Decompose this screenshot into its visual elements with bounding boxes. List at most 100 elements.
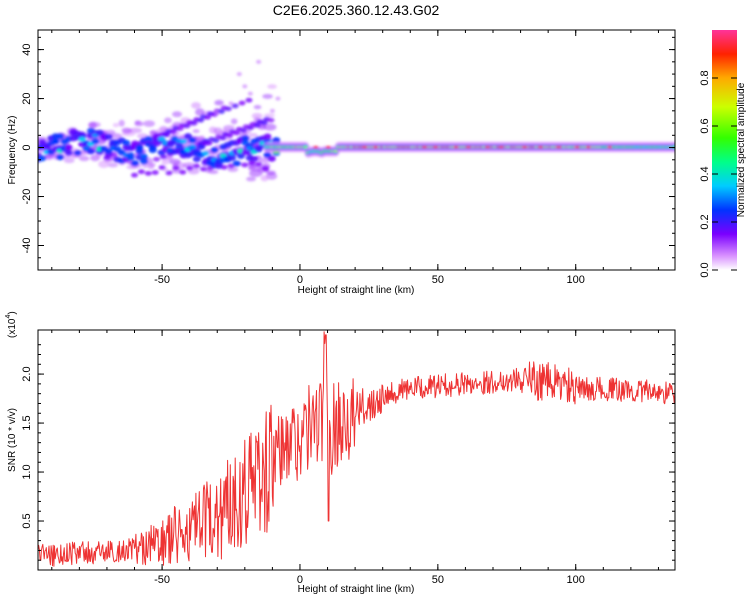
heatmap-cell xyxy=(226,133,234,138)
colorbar-tick-label: 0.6 xyxy=(699,118,711,133)
heatmap-cell xyxy=(212,138,220,143)
heatmap-cell xyxy=(251,112,263,120)
heatmap-cell xyxy=(131,160,140,167)
ytick-label: -20 xyxy=(21,189,33,205)
heatmap-cell xyxy=(179,169,187,175)
snr-axes-frame xyxy=(37,329,676,571)
heatmap-cell xyxy=(422,145,428,149)
heatmap-cell xyxy=(186,165,194,171)
heatmap-cell xyxy=(228,155,237,162)
heatmap-cell xyxy=(126,152,135,159)
heatmap-cell xyxy=(169,129,177,134)
heatmap-cell xyxy=(184,133,193,140)
snr-ytick-label: 0.5 xyxy=(21,513,33,528)
heatmap-cell xyxy=(522,145,528,149)
heatmap-cell xyxy=(38,136,47,141)
snr-scale-text: (x10 xyxy=(7,318,18,338)
heatmap-cell xyxy=(574,145,580,149)
heatmap-cell xyxy=(204,114,212,120)
colorbar-tick-label: 0.0 xyxy=(699,262,711,277)
heatmap-cell xyxy=(253,122,261,128)
heatmap-cell xyxy=(165,170,173,176)
heatmap-cell xyxy=(255,161,263,167)
colorbar: 0.0 0.2 0.4 0.6 0.8 Normalized spectral ampl… xyxy=(699,30,747,278)
heatmap-cell xyxy=(112,123,120,128)
spectrogram-panel: -50 0 50 100 -40 -20 0 20 40 Height of straight … xyxy=(7,29,676,296)
heatmap-cell xyxy=(246,125,254,131)
heatmap-cell xyxy=(267,84,277,89)
heatmap-cell xyxy=(158,165,166,170)
heatmap-cell xyxy=(246,176,257,182)
heatmap-cell xyxy=(191,102,201,109)
heatmap-cell xyxy=(195,108,205,116)
heatmap-cell xyxy=(250,155,259,162)
heatmap-cell xyxy=(52,139,60,144)
heatmap-cell xyxy=(143,120,155,127)
heatmap-cell xyxy=(325,145,331,149)
heatmap-cell xyxy=(144,170,152,176)
heatmap-cell xyxy=(260,174,269,182)
heatmap-cell xyxy=(219,135,227,141)
heatmap-cell xyxy=(263,133,272,140)
snr-ticks: -50 0 50 100 0.5 1.0 1.5 2.0 xyxy=(21,330,675,586)
heatmap-cell xyxy=(485,145,491,149)
heatmap-cell xyxy=(192,129,200,134)
heatmap-cell xyxy=(86,148,95,155)
snr-scale-exp: 4 xyxy=(5,315,12,319)
heatmap-cell xyxy=(188,137,197,144)
xtick-label: -50 xyxy=(154,574,170,586)
heatmap-cell xyxy=(188,144,196,150)
heatmap-cell xyxy=(267,155,276,162)
ytick-label: 20 xyxy=(21,92,33,104)
heatmap-cell xyxy=(248,132,258,138)
heatmap-cell xyxy=(498,145,504,149)
heatmap-cell xyxy=(151,170,159,175)
spectrogram-xlabel: Height of straight line (km) xyxy=(298,285,415,296)
heatmap-cell xyxy=(245,97,253,103)
heatmap-cell xyxy=(88,121,97,129)
heatmap-cell xyxy=(236,72,242,77)
heatmap-cell xyxy=(433,145,438,149)
heatmap-cell xyxy=(272,137,281,144)
heatmap-cell xyxy=(275,96,281,101)
heatmap-cell xyxy=(95,129,104,136)
heatmap-cell xyxy=(193,163,201,169)
heatmap-cell xyxy=(227,163,235,169)
heatmap-cell xyxy=(585,145,591,149)
heatmap-cell xyxy=(230,118,238,125)
heatmap-cell xyxy=(465,145,471,149)
snr-xlabel: Height of straight line (km) xyxy=(298,584,415,595)
heatmap-cell xyxy=(183,123,191,129)
heatmap-cell xyxy=(63,157,75,164)
heatmap-cell xyxy=(248,160,256,166)
heatmap-cell xyxy=(538,145,543,149)
heatmap-cell xyxy=(64,149,73,156)
heatmap-cell xyxy=(248,164,261,172)
heatmap-cell xyxy=(144,135,153,142)
xtick-label: 100 xyxy=(567,274,585,286)
heatmap-cell xyxy=(263,113,276,118)
heatmap-cell xyxy=(199,166,207,172)
heatmap-cell xyxy=(192,156,201,163)
heatmap-cell xyxy=(232,160,241,167)
heatmap-cell xyxy=(201,139,210,146)
heatmap-cell xyxy=(64,144,73,151)
heatmap-cell xyxy=(104,133,113,140)
heatmap-cell xyxy=(247,91,253,96)
heatmap-cell xyxy=(134,121,144,127)
snr-ylabel: SNR (10 * v/v) xyxy=(7,408,18,472)
heatmap-cell xyxy=(213,127,223,135)
xtick-label: 0 xyxy=(297,274,303,286)
xtick-label: 100 xyxy=(567,574,585,586)
colorbar-label: Normalized spectral amplitude xyxy=(736,82,747,217)
heatmap-cell xyxy=(373,145,379,149)
spectrogram-axes-frame xyxy=(37,29,676,271)
heatmap-cell xyxy=(197,143,206,150)
heatmap-cell xyxy=(269,108,275,113)
heatmap-cell xyxy=(104,148,113,155)
heatmap-cell xyxy=(147,163,155,170)
heatmap-cell xyxy=(224,106,232,112)
heatmap-cell xyxy=(241,162,249,168)
heatmap-cell xyxy=(267,117,275,123)
